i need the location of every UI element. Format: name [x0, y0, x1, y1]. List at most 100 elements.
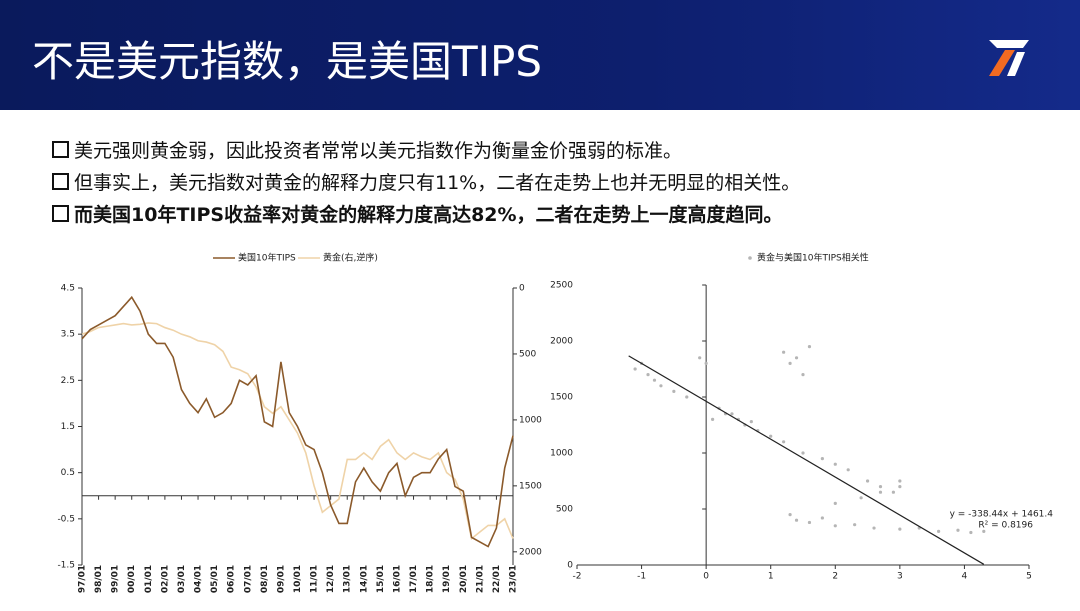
series-line [81, 295, 514, 548]
y2-tick-label: 0 [519, 284, 525, 294]
x-tick-label: 3 [897, 572, 903, 582]
y-tick-label: 500 [556, 505, 573, 515]
scatter-point [853, 523, 857, 527]
x-tick-label: 97/01 [78, 565, 88, 593]
scatter-point [659, 384, 663, 388]
y2-tick-label: 1500 [519, 481, 542, 491]
x-tick-label: 17/01 [409, 565, 419, 593]
scatter-point [898, 485, 902, 489]
y2-tick-label: 2000 [519, 547, 542, 557]
x-tick-label: 12/01 [326, 565, 336, 593]
scatter-point [672, 389, 676, 393]
x-tick-label: 05/01 [210, 565, 220, 593]
x-tick-label: -2 [573, 572, 582, 582]
x-tick-label: 0 [703, 572, 709, 582]
x-tick-label: 15/01 [376, 565, 386, 593]
logo [989, 40, 1029, 76]
legend-label: 美国10年TIPS [238, 252, 296, 264]
title: 不是美元指数，是美国TIPS [32, 37, 543, 86]
scatter-point [859, 496, 863, 500]
scatter-point [646, 373, 650, 377]
y-tick-label: 0 [567, 561, 573, 571]
scatter-point [982, 529, 986, 534]
y2-tick-label: 1000 [519, 415, 542, 425]
scatter-point [801, 451, 805, 455]
scatter-point [969, 530, 973, 535]
scatter-point [698, 356, 702, 360]
y-tick-label: 4.5 [61, 284, 75, 294]
scatter-point [898, 527, 902, 531]
x-tick-label: 5 [1026, 572, 1032, 582]
scatter-point [878, 490, 883, 494]
x-tick-label: 23/01 [509, 565, 519, 593]
y-tick-label: 1500 [550, 393, 573, 403]
x-tick-label: 16/01 [392, 565, 402, 593]
x-tick-label: 22/01 [492, 565, 502, 593]
bullet: 但事实上，美元指数对黄金的解释力度只有11%，二者在走势上也并无明显的相关性。 [52, 168, 800, 195]
x-tick-label: 14/01 [359, 565, 369, 593]
x-tick-label: 20/01 [459, 565, 469, 593]
scatter-point [801, 373, 805, 377]
y-tick-label: 0.5 [61, 468, 75, 478]
x-tick-label: 08/01 [260, 565, 270, 593]
scatter-point [704, 361, 708, 365]
scatter-point [865, 479, 870, 483]
series-line [81, 322, 514, 541]
scatter-point [846, 468, 850, 472]
x-tick-label: 21/01 [475, 565, 485, 593]
x-tick-label: 11/01 [310, 565, 320, 593]
trendline [628, 355, 985, 565]
scatter-point [782, 350, 786, 354]
trendline-equation: y = -338.44x + 1461.4 [950, 510, 1054, 520]
y-tick-label: 2.5 [61, 376, 75, 386]
header: 不是美元指数，是美国TIPS [0, 0, 1080, 110]
y-tick-label: 1.5 [61, 422, 75, 432]
y-tick-label: 3.5 [61, 330, 75, 340]
legend-label: 黄金与美国10年TIPS相关性 [757, 252, 869, 264]
x-tick-label: 04/01 [194, 565, 204, 593]
scatter-point [956, 528, 960, 532]
y-tick-label: 1000 [550, 449, 573, 459]
x-tick-label: 18/01 [426, 565, 436, 593]
scatter-point [769, 434, 773, 438]
x-tick-label: 19/01 [442, 565, 452, 593]
x-tick-label: 13/01 [343, 565, 353, 593]
x-tick-label: 00/01 [127, 565, 137, 593]
y-tick-label: -0.5 [57, 514, 75, 524]
scatter-point [833, 524, 837, 528]
scatter-point [898, 479, 902, 483]
x-tick-label: 10/01 [293, 565, 303, 593]
bullet: 而美国10年TIPS收益率对黄金的解释力度高达82%，二者在走势上一度高度趋同。 [52, 200, 783, 227]
scatter-point [794, 356, 799, 360]
y-tick-label: -1.5 [57, 561, 75, 571]
scatter-point [820, 516, 824, 520]
scatter-point [788, 513, 792, 517]
x-tick-label: 02/01 [160, 565, 170, 593]
y-tick-label: 2500 [550, 281, 573, 291]
x-tick-label: 1 [768, 572, 774, 582]
x-tick-label: 01/01 [144, 565, 154, 593]
bullet: 美元强则黄金弱，因此投资者常常以美元指数作为衡量金价强弱的标准。 [52, 136, 682, 163]
x-tick-label: 03/01 [177, 565, 187, 593]
scatter-point [833, 501, 837, 505]
y-tick-label: 2000 [550, 337, 573, 347]
y2-tick-label: 500 [519, 349, 536, 359]
scatter-point [685, 395, 689, 399]
scatter-point [833, 462, 837, 466]
scatter-point [788, 361, 792, 365]
scatter-point [820, 457, 824, 461]
trendline-r2: R² = 0.8196 [978, 521, 1033, 531]
scatter-point [872, 526, 876, 530]
scatter-point [807, 520, 812, 525]
scatter-point [633, 367, 637, 371]
x-tick-label: 06/01 [227, 565, 237, 593]
x-tick-label: 07/01 [243, 565, 253, 593]
scatter-point [749, 420, 753, 424]
x-tick-label: 09/01 [276, 565, 286, 593]
scatter-point [730, 412, 734, 416]
x-tick-label: 4 [962, 572, 968, 582]
scatter-point [891, 490, 896, 494]
scatter-point [782, 440, 786, 444]
